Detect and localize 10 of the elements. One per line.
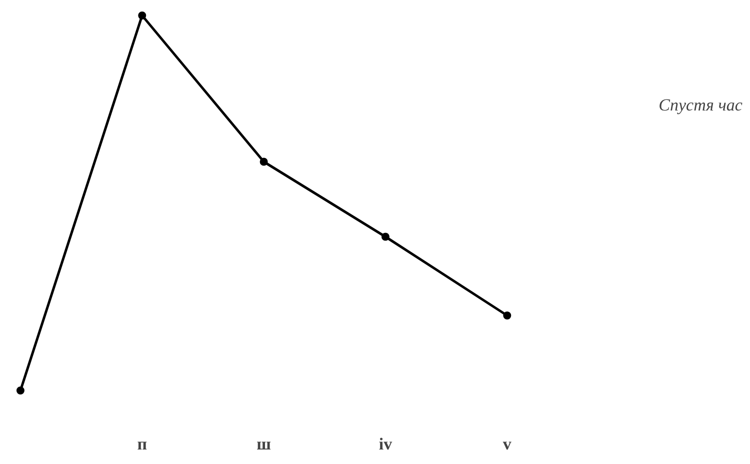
point — [503, 312, 512, 320]
point — [138, 12, 146, 20]
x-tick-label: iv — [378, 434, 393, 454]
point — [16, 386, 24, 394]
text: Спустя час — [658, 96, 743, 114]
point — [381, 232, 390, 241]
x-tick-label: ш — [256, 434, 271, 454]
point — [260, 158, 268, 166]
x-tick-label: v — [502, 434, 512, 454]
x-tick-label: п — [137, 434, 148, 454]
